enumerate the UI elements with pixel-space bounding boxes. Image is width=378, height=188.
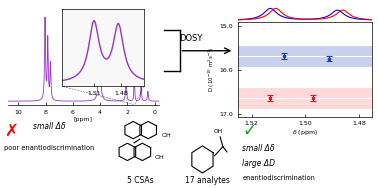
Text: DOSY: DOSY xyxy=(179,34,203,43)
Text: large ΔD: large ΔD xyxy=(242,159,275,168)
Text: poor enantiodiscrimination: poor enantiodiscrimination xyxy=(4,145,94,151)
Text: small Δδ: small Δδ xyxy=(33,122,65,131)
Text: 5 CSAs: 5 CSAs xyxy=(127,176,153,185)
Text: enantiodiscrimination: enantiodiscrimination xyxy=(242,175,315,181)
Text: OH: OH xyxy=(155,155,164,160)
Text: small Δδ: small Δδ xyxy=(242,144,275,153)
Text: OH: OH xyxy=(161,133,171,138)
Text: OH: OH xyxy=(214,129,223,134)
Text: ✗: ✗ xyxy=(4,122,18,140)
X-axis label: $\delta$ (ppm): $\delta$ (ppm) xyxy=(292,128,318,137)
Text: ✓: ✓ xyxy=(242,122,256,140)
Text: 17 analytes: 17 analytes xyxy=(186,176,230,185)
Y-axis label: D ($10^{-10}$ m$^{2}$s$^{-1}$): D ($10^{-10}$ m$^{2}$s$^{-1}$) xyxy=(206,46,217,92)
X-axis label: [ppm]: [ppm] xyxy=(74,117,93,121)
